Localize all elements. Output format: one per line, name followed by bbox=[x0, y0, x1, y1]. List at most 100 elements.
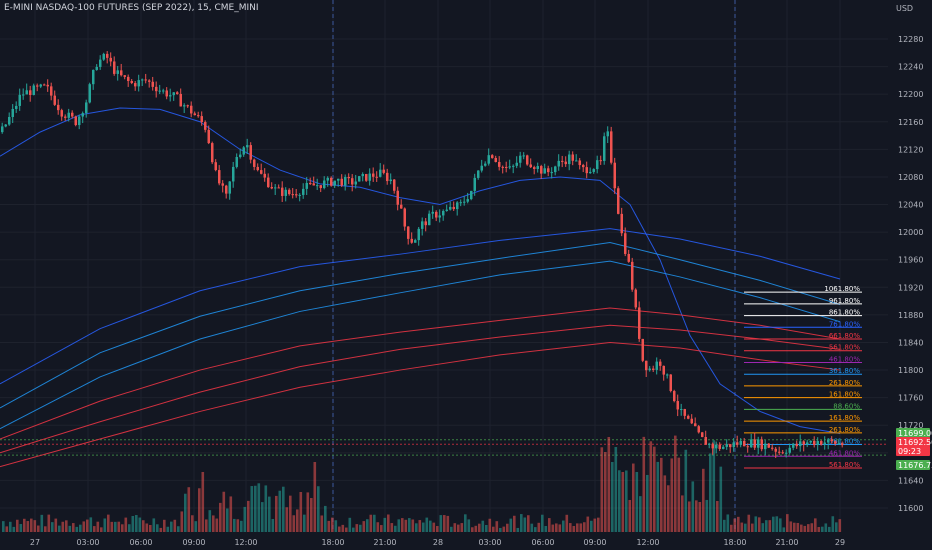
volume-bar bbox=[163, 519, 166, 532]
volume-bar bbox=[303, 514, 306, 532]
candle-body bbox=[22, 94, 25, 96]
price-tick-label: 11760 bbox=[898, 394, 923, 403]
fib-level-label: 461.80% bbox=[829, 355, 860, 363]
price-label-box bbox=[896, 446, 930, 456]
volume-bar bbox=[705, 499, 709, 532]
volume-bar bbox=[502, 526, 506, 532]
volume-bar bbox=[166, 526, 170, 532]
volume-bars bbox=[2, 435, 842, 532]
volume-bar bbox=[481, 520, 485, 532]
candle-body bbox=[74, 116, 77, 126]
candle-body bbox=[270, 187, 273, 189]
moving-average-line bbox=[0, 241, 841, 409]
candle-body bbox=[228, 181, 231, 194]
candle-body bbox=[519, 155, 522, 163]
candle-body bbox=[39, 84, 42, 87]
fib-level-label: 261.80% bbox=[829, 379, 860, 387]
candle-body bbox=[123, 75, 126, 77]
volume-bar bbox=[194, 521, 198, 532]
volume-bar bbox=[737, 516, 740, 532]
time-tick-label: 06:00 bbox=[129, 538, 152, 547]
volume-bar bbox=[656, 461, 660, 532]
price-tick-label: 11840 bbox=[898, 338, 923, 347]
volume-bar bbox=[12, 526, 16, 532]
volume-bar bbox=[478, 523, 481, 532]
candle-body bbox=[207, 129, 210, 144]
candle-body bbox=[50, 86, 53, 96]
volume-bar bbox=[369, 514, 373, 532]
volume-bar bbox=[390, 523, 394, 532]
candle-body bbox=[722, 446, 725, 449]
volume-bar bbox=[751, 523, 754, 532]
volume-bar bbox=[513, 515, 516, 532]
volume-bar bbox=[191, 515, 194, 532]
candle-body bbox=[267, 177, 270, 188]
candle-body bbox=[501, 166, 504, 168]
volume-bar bbox=[572, 525, 576, 532]
volume-bar bbox=[86, 519, 89, 532]
candle-body bbox=[435, 211, 438, 218]
volume-bar bbox=[677, 457, 681, 532]
volume-bar bbox=[523, 517, 527, 532]
volume-bar bbox=[558, 524, 562, 532]
candle-body bbox=[99, 59, 102, 67]
candle-body bbox=[739, 441, 742, 445]
fibonacci-levels: 1061.80% 961.80% 861.80% 761.80% 661.80% 561.… bbox=[744, 285, 862, 469]
volume-bar bbox=[646, 474, 649, 532]
candle-body bbox=[708, 443, 711, 445]
candle-body bbox=[410, 238, 413, 243]
candle-body bbox=[750, 439, 753, 448]
volume-bar bbox=[681, 495, 684, 532]
candle-body bbox=[358, 176, 361, 182]
candle-body bbox=[246, 145, 249, 148]
candle-body bbox=[130, 80, 133, 84]
time-tick-label: 18:00 bbox=[723, 538, 746, 547]
volume-bar bbox=[579, 523, 583, 532]
candle-body bbox=[393, 179, 396, 191]
candle-body bbox=[620, 213, 623, 234]
volume-bar bbox=[565, 514, 569, 532]
volume-bar bbox=[527, 515, 530, 532]
volume-bar bbox=[425, 517, 429, 532]
volume-bar bbox=[488, 518, 492, 532]
candle-body bbox=[788, 447, 791, 453]
volume-bar bbox=[107, 514, 110, 532]
volume-bar bbox=[229, 496, 233, 532]
volume-bar bbox=[604, 452, 607, 532]
candle-body bbox=[330, 177, 333, 186]
volume-bar bbox=[341, 524, 345, 532]
volume-bar bbox=[355, 524, 359, 532]
candle-body bbox=[547, 168, 550, 173]
candle-body bbox=[512, 165, 515, 167]
candle-body bbox=[676, 401, 679, 410]
volume-bar bbox=[810, 523, 814, 532]
candle-body bbox=[445, 209, 448, 211]
candle-body bbox=[400, 204, 403, 209]
volume-bar bbox=[758, 517, 761, 532]
volume-bar bbox=[625, 470, 628, 532]
volume-bar bbox=[268, 496, 271, 532]
candle-body bbox=[704, 437, 707, 445]
candle-body bbox=[428, 213, 431, 226]
candle-body bbox=[281, 187, 284, 196]
time-axis[interactable]: 27 03:00 06:00 09:00 12:00 18:00 21:00 28 03:00 0… bbox=[30, 538, 845, 547]
volume-bar bbox=[306, 492, 310, 532]
volume-bar bbox=[222, 491, 226, 532]
candle-body bbox=[158, 90, 161, 92]
candle-body bbox=[813, 440, 816, 445]
price-labels: 11699.0011692.5009:23 11676.75 bbox=[896, 428, 932, 470]
candle-body bbox=[466, 199, 469, 202]
candle-body bbox=[148, 80, 151, 82]
volume-bar bbox=[534, 527, 537, 532]
price-tick-label: 11960 bbox=[898, 256, 923, 265]
candle-body bbox=[403, 208, 406, 227]
candle-body bbox=[221, 183, 224, 186]
volume-bar bbox=[772, 516, 775, 532]
volume-bar bbox=[474, 525, 478, 532]
candle-body bbox=[718, 444, 721, 449]
candle-body bbox=[274, 187, 277, 189]
volume-bar bbox=[649, 441, 653, 532]
volume-bar bbox=[352, 527, 355, 532]
volume-bar bbox=[663, 475, 667, 532]
